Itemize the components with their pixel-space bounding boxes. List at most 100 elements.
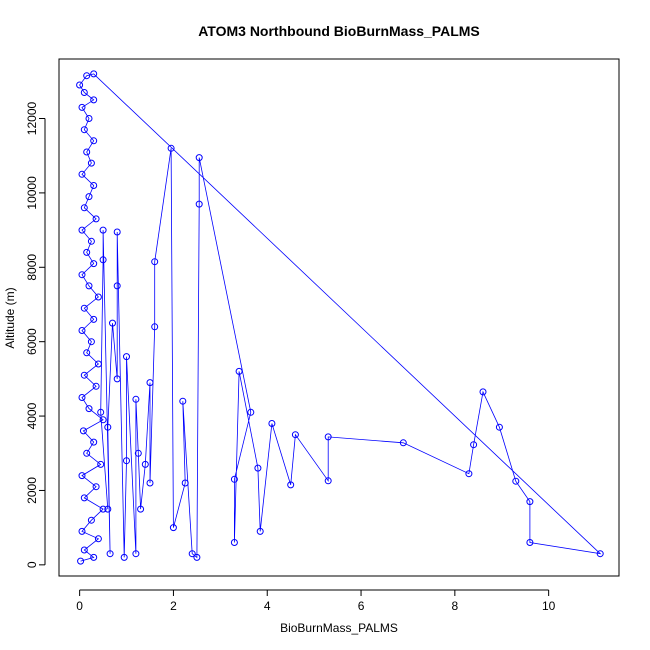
data-point	[123, 457, 130, 465]
y-axis-label: Altitude (m)	[3, 287, 17, 348]
data-point	[104, 423, 112, 431]
data-point	[78, 271, 86, 279]
data-point	[94, 293, 102, 301]
data-point	[78, 472, 86, 480]
data-point	[90, 96, 98, 104]
data-point	[90, 553, 98, 561]
data-point	[80, 126, 88, 134]
data-point	[80, 204, 88, 212]
data-point	[230, 539, 238, 546]
data-point	[78, 327, 86, 334]
data-point	[90, 182, 98, 189]
data-point	[87, 516, 95, 524]
data-point	[79, 427, 87, 435]
data-point	[92, 483, 100, 491]
data-point	[83, 449, 91, 457]
data-point	[94, 535, 102, 543]
data-point	[87, 159, 95, 167]
y-tick-label: 6000	[25, 328, 39, 355]
plot-frame	[58, 58, 620, 577]
data-point	[137, 505, 145, 513]
data-point	[83, 248, 91, 256]
x-axis: 0 2 4 6 8 10	[76, 589, 556, 613]
data-point	[465, 470, 473, 478]
data-point	[99, 256, 107, 264]
data-point	[99, 226, 107, 234]
data-point	[324, 477, 332, 485]
data-point	[99, 416, 107, 424]
y-axis: 0 2000 4000 6000 8000 10000 12000	[25, 102, 46, 568]
data-point	[495, 423, 503, 431]
x-tick-label: 6	[358, 599, 365, 613]
data-point	[181, 479, 189, 487]
data-point	[113, 375, 121, 383]
data-point	[120, 553, 128, 561]
y-tick-label: 0	[25, 561, 39, 568]
data-point	[92, 215, 100, 223]
data-point	[80, 304, 88, 312]
data-point	[179, 397, 187, 405]
data-point	[94, 360, 102, 368]
data-point	[169, 524, 177, 532]
data-point	[146, 379, 154, 387]
x-tick-label: 4	[264, 599, 271, 613]
data-point	[85, 193, 93, 201]
data-point	[97, 408, 105, 416]
data-point	[512, 477, 520, 485]
x-tick-label: 2	[170, 599, 177, 613]
data-point	[235, 367, 243, 375]
data-point	[195, 154, 203, 162]
data-point	[324, 433, 332, 441]
data-point	[134, 449, 142, 457]
data-point	[85, 282, 93, 290]
data-point	[193, 553, 201, 561]
data-point	[470, 441, 478, 449]
y-tick-label: 2000	[25, 477, 39, 504]
data-point	[90, 137, 98, 145]
data-point	[78, 103, 86, 111]
data-point	[87, 338, 95, 346]
data-point	[99, 505, 107, 513]
y-tick-label: 10000	[25, 176, 39, 210]
data-point	[195, 200, 203, 208]
y-tick-label: 12000	[25, 102, 39, 136]
data-point	[132, 550, 140, 558]
data-point	[78, 170, 86, 178]
data-point	[104, 505, 112, 513]
data-point	[113, 228, 121, 236]
data-point	[141, 460, 149, 468]
data-point	[291, 431, 299, 439]
data-point	[287, 481, 295, 489]
data-point	[247, 408, 255, 416]
data-point	[113, 282, 121, 290]
data-point	[83, 72, 91, 80]
data-point	[90, 438, 98, 446]
y-tick-label: 8000	[25, 254, 39, 281]
data-point	[78, 226, 86, 234]
data-point	[80, 494, 88, 502]
x-tick-label: 10	[542, 599, 556, 613]
data-point	[151, 323, 159, 331]
data-point	[76, 81, 84, 89]
data-point	[78, 527, 86, 535]
data-point	[526, 539, 534, 546]
series-layer	[76, 70, 604, 565]
data-point	[268, 420, 276, 427]
data-point	[80, 89, 88, 96]
data-point	[83, 148, 91, 156]
data-point	[526, 498, 534, 506]
data-point	[123, 353, 130, 361]
data-point	[90, 260, 98, 268]
chart-title: ATOM3 Northbound BioBurnMass_PALMS	[198, 23, 480, 39]
data-point	[146, 479, 154, 487]
data-point	[87, 237, 95, 245]
data-point	[90, 70, 98, 78]
x-tick-label: 8	[452, 599, 459, 613]
data-point	[399, 439, 407, 447]
data-point	[254, 464, 262, 472]
data-point	[80, 546, 88, 554]
data-point	[90, 315, 98, 323]
data-point	[97, 460, 105, 468]
data-point	[151, 258, 159, 266]
